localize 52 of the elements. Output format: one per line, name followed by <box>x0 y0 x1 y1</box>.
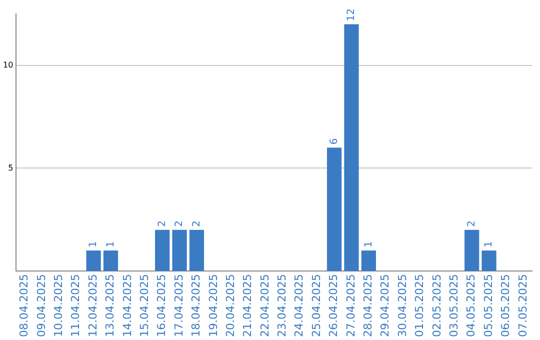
bar <box>189 230 204 272</box>
data-label: 2 <box>156 220 168 227</box>
x-tick-label: 28.04.2025 <box>362 274 375 338</box>
bar <box>464 230 480 272</box>
x-tick-label: 23.04.2025 <box>276 274 289 338</box>
x-tick-label: 04.05.2025 <box>464 274 478 338</box>
data-label: 6 <box>328 138 340 145</box>
bar <box>326 148 342 272</box>
x-tick-label: 26.04.2025 <box>327 274 340 338</box>
data-label: 2 <box>466 220 478 227</box>
x-tick-label: 19.04.2025 <box>206 274 220 338</box>
data-label: 1 <box>363 241 374 248</box>
x-tick-label: 29.04.2025 <box>378 274 392 338</box>
x-tick-label: 22.04.2025 <box>258 274 272 338</box>
x-tick-label: 09.04.2025 <box>34 274 48 338</box>
data-label: 1 <box>484 241 495 248</box>
x-tick-label: 05.05.2025 <box>482 274 495 338</box>
x-tick-label: 12.04.2025 <box>86 274 100 338</box>
x-tick-label: 21.04.2025 <box>241 274 254 338</box>
data-label: 2 <box>174 220 186 227</box>
y-tick-label: 5 <box>8 163 14 172</box>
bar <box>361 250 376 272</box>
x-tick-label: 02.05.2025 <box>430 274 444 338</box>
x-tick-label: 20.04.2025 <box>224 274 237 338</box>
x-tick-label: 18.04.2025 <box>190 274 203 338</box>
x-tick-label: 25.04.2025 <box>310 274 323 338</box>
bar <box>344 24 359 272</box>
bar <box>155 230 170 272</box>
x-tick-label: 11.04.2025 <box>69 274 82 338</box>
x-tick-label: 15.04.2025 <box>138 274 151 338</box>
x-tick-label: 06.05.2025 <box>499 274 512 338</box>
x-tick-label: 17.04.2025 <box>172 274 186 338</box>
x-tick-label: 01.05.2025 <box>413 274 426 338</box>
x-tick-label: 08.04.2025 <box>18 274 31 338</box>
data-label: 1 <box>88 241 100 248</box>
bar <box>172 230 187 272</box>
x-tick-label: 13.04.2025 <box>104 274 117 338</box>
data-label: 2 <box>191 220 202 227</box>
x-tick-label: 30.04.2025 <box>396 274 409 338</box>
x-tick-label: 24.04.2025 <box>292 274 306 338</box>
x-tick-label: 07.05.2025 <box>516 274 530 338</box>
x-tick-label: 03.05.2025 <box>447 274 460 338</box>
x-tick-label: 16.04.2025 <box>155 274 168 338</box>
x-tick-label: 14.04.2025 <box>120 274 134 338</box>
bar <box>86 250 101 272</box>
bar <box>482 250 496 272</box>
y-tick-label: 10 <box>2 60 14 70</box>
x-tick-label: 10.04.2025 <box>52 274 66 338</box>
x-tick-label: 27.04.2025 <box>344 274 358 338</box>
data-label: 12 <box>346 8 358 22</box>
data-label: 1 <box>105 241 116 248</box>
bar <box>103 250 118 272</box>
